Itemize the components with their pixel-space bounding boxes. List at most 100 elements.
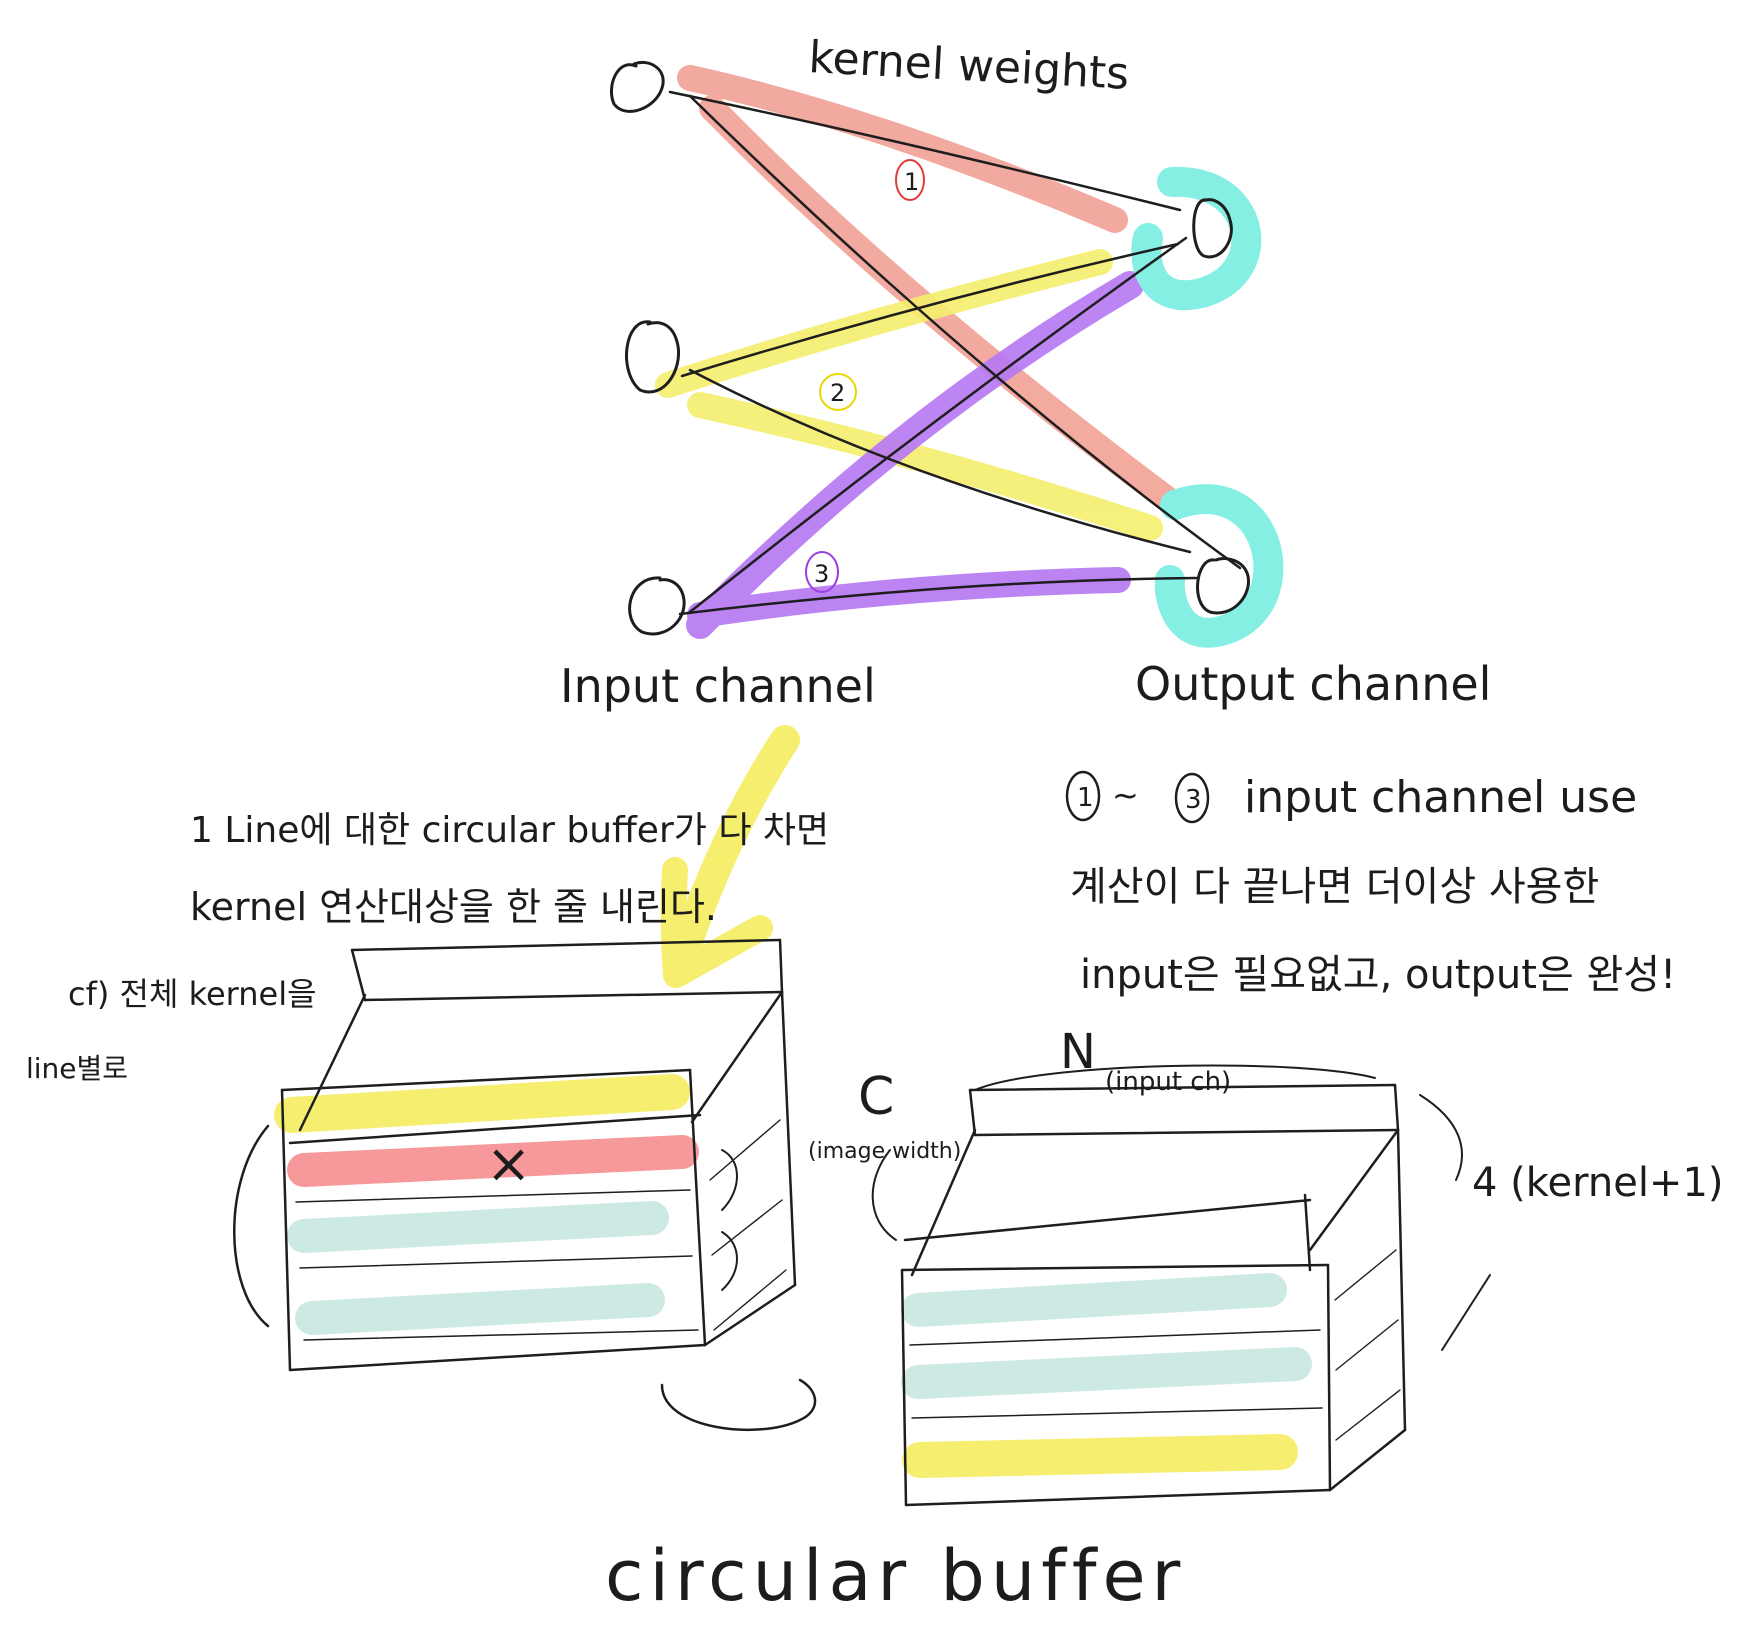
left-box-front-left <box>280 1088 292 1372</box>
diagram-title: circular buffer <box>605 1535 1186 1617</box>
dim-depth-arc <box>1419 1094 1463 1181</box>
right-row-mint-2 <box>901 1347 1312 1399</box>
left-box-side-arc-right-2 <box>721 1231 738 1291</box>
kernel-weight-diagram: 1 2 3 kernel weights Input channel Outpu… <box>560 32 1491 713</box>
output-channel-label: Output channel <box>1135 657 1491 711</box>
left-box-side-arc-right-1 <box>721 1149 738 1211</box>
right-box-inner-pillar <box>1303 1193 1312 1272</box>
left-box-edge-br <box>703 1283 797 1347</box>
right-box-edge-br <box>1328 1428 1407 1492</box>
right-box-front-top <box>900 1263 1330 1272</box>
marker-3: 3 <box>805 551 839 593</box>
left-box-top-inner <box>363 990 784 1002</box>
note-right-line1: 1 ~ 3 input channel use <box>1065 770 1637 824</box>
note-right-circle-b: 3 <box>1185 785 1202 815</box>
left-box-back-top <box>350 938 782 952</box>
right-row-yellow <box>902 1434 1298 1478</box>
edge-2-to-out2 <box>688 368 1192 554</box>
marker-3-label: 3 <box>814 560 829 588</box>
left-box-edge-r <box>780 990 797 1287</box>
input-channel-label: Input channel <box>560 659 876 713</box>
right-box-front-right <box>1326 1263 1332 1492</box>
left-box-side-arc <box>233 1124 270 1328</box>
right-box-edge-tl <box>910 1128 977 1277</box>
output-ring-1 <box>1131 166 1262 311</box>
right-box-side-hatch-2 <box>1335 1319 1399 1371</box>
box-transition-arc <box>660 1378 817 1431</box>
left-box-side-hatch-3 <box>713 1269 787 1331</box>
right-box-row-line-2 <box>911 1407 1323 1419</box>
highlight-2-to-out2 <box>687 392 1163 541</box>
left-row-mint-1 <box>287 1201 669 1253</box>
note-cf-line1: cf) 전체 kernel을 <box>68 975 317 1013</box>
input-node-3 <box>628 576 686 636</box>
left-box-back-right <box>778 938 784 994</box>
dim-n-sub-label: (input ch) <box>1105 1067 1231 1097</box>
left-box-front-ledge <box>288 1113 702 1145</box>
note-left-line1: 1 Line에 대한 circular buffer가 다 차면 <box>190 810 829 851</box>
marker-1-label: 1 <box>904 168 919 196</box>
left-box-row-line-3 <box>303 1329 699 1341</box>
input-node-1 <box>609 61 665 113</box>
note-right-circle-a: 1 <box>1077 783 1094 813</box>
note-left-line2: kernel 연산대상을 한 줄 내린다. <box>190 885 717 929</box>
left-box-row-line-1 <box>295 1189 691 1203</box>
right-buffer-box: C (image width) N (input ch) 4 (kernel+1… <box>808 1024 1724 1507</box>
marker-2-label: 2 <box>830 379 845 407</box>
note-right-line1-text: input channel use <box>1244 772 1637 823</box>
right-box-front-bottom <box>904 1488 1332 1507</box>
right-box-back-left <box>968 1088 977 1137</box>
output-node-2 <box>1196 557 1250 615</box>
right-box-top-inner <box>973 1128 1400 1137</box>
left-box-side-hatch-2 <box>711 1199 783 1256</box>
right-box-side-hatch-1 <box>1334 1249 1397 1301</box>
input-node-2 <box>625 320 681 394</box>
right-box-back-top <box>968 1083 1397 1092</box>
left-box-edge-tl <box>298 993 367 1132</box>
left-row-red <box>287 1135 699 1187</box>
left-box-cross-mark: × <box>486 1132 531 1195</box>
dim-c-arc <box>871 1149 897 1241</box>
note-cf-line2: line별로 <box>26 1052 128 1085</box>
dim-n-arc <box>974 1064 1376 1091</box>
right-row-mint-1 <box>901 1273 1287 1327</box>
left-box-front-top <box>280 1068 692 1092</box>
right-box-back-right <box>1393 1083 1400 1132</box>
right-box-front-left <box>900 1268 908 1507</box>
dim-n-label: N <box>1060 1024 1096 1080</box>
edge-2-to-out1 <box>680 242 1180 378</box>
left-box-edge-tr <box>690 990 784 1124</box>
left-box-front-right <box>688 1068 707 1347</box>
note-right-line2: 계산이 다 끝나면 더이상 사용한 <box>1070 864 1599 910</box>
left-box-side-hatch-1 <box>709 1119 781 1181</box>
edge-3-to-out1 <box>688 236 1188 614</box>
right-box-edge-tr <box>1308 1128 1400 1252</box>
left-row-yellow <box>274 1074 690 1133</box>
left-row-mint-2 <box>295 1283 665 1335</box>
left-box-back-left <box>350 948 367 1002</box>
left-box-row-line-2 <box>299 1255 693 1269</box>
highlight-3-to-out2 <box>687 567 1131 628</box>
output-ring-2 <box>1154 484 1284 648</box>
right-box-top-slant <box>903 1198 1312 1242</box>
output-node-1 <box>1192 198 1233 259</box>
edge-3-to-out2 <box>678 576 1198 616</box>
kernel-weights-label: kernel weights <box>807 32 1130 100</box>
left-buffer-box: × <box>233 938 797 1372</box>
note-right-line3: input은 필요없고, output은 완성! <box>1080 952 1676 998</box>
note-right-tilde: ~ <box>1112 776 1139 814</box>
right-box-edge-r <box>1396 1128 1407 1432</box>
left-box-front-bottom <box>288 1343 707 1372</box>
edge-1-to-out2 <box>688 94 1242 570</box>
right-box-row-line-1 <box>909 1329 1321 1346</box>
dim-depth-label: 4 (kernel+1) <box>1472 1160 1724 1206</box>
marker-1: 1 <box>895 159 925 201</box>
edge-1-to-out1 <box>668 90 1182 212</box>
dim-depth-arc-2 <box>1441 1274 1491 1351</box>
yellow-arrow-shaft <box>665 725 800 980</box>
marker-2: 2 <box>819 373 857 411</box>
dim-c-label: C <box>858 1067 894 1127</box>
dim-c-sub-label: (image width) <box>808 1139 961 1164</box>
highlight-1-to-out1 <box>677 65 1128 233</box>
